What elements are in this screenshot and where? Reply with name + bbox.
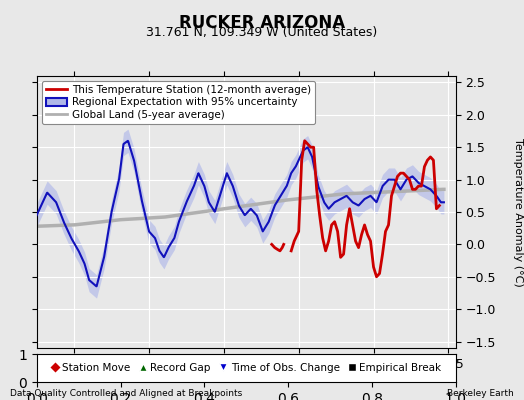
Y-axis label: Temperature Anomaly (°C): Temperature Anomaly (°C) [513,138,523,286]
Text: Data Quality Controlled and Aligned at Breakpoints: Data Quality Controlled and Aligned at B… [10,389,243,398]
Text: 31.761 N, 109.349 W (United States): 31.761 N, 109.349 W (United States) [146,26,378,39]
Text: RUCKER ARIZONA: RUCKER ARIZONA [179,14,345,32]
Text: Berkeley Earth: Berkeley Earth [447,389,514,398]
Legend: Station Move, Record Gap, Time of Obs. Change, Empirical Break: Station Move, Record Gap, Time of Obs. C… [48,360,445,376]
Legend: This Temperature Station (12-month average), Regional Expectation with 95% uncer: This Temperature Station (12-month avera… [42,81,315,124]
